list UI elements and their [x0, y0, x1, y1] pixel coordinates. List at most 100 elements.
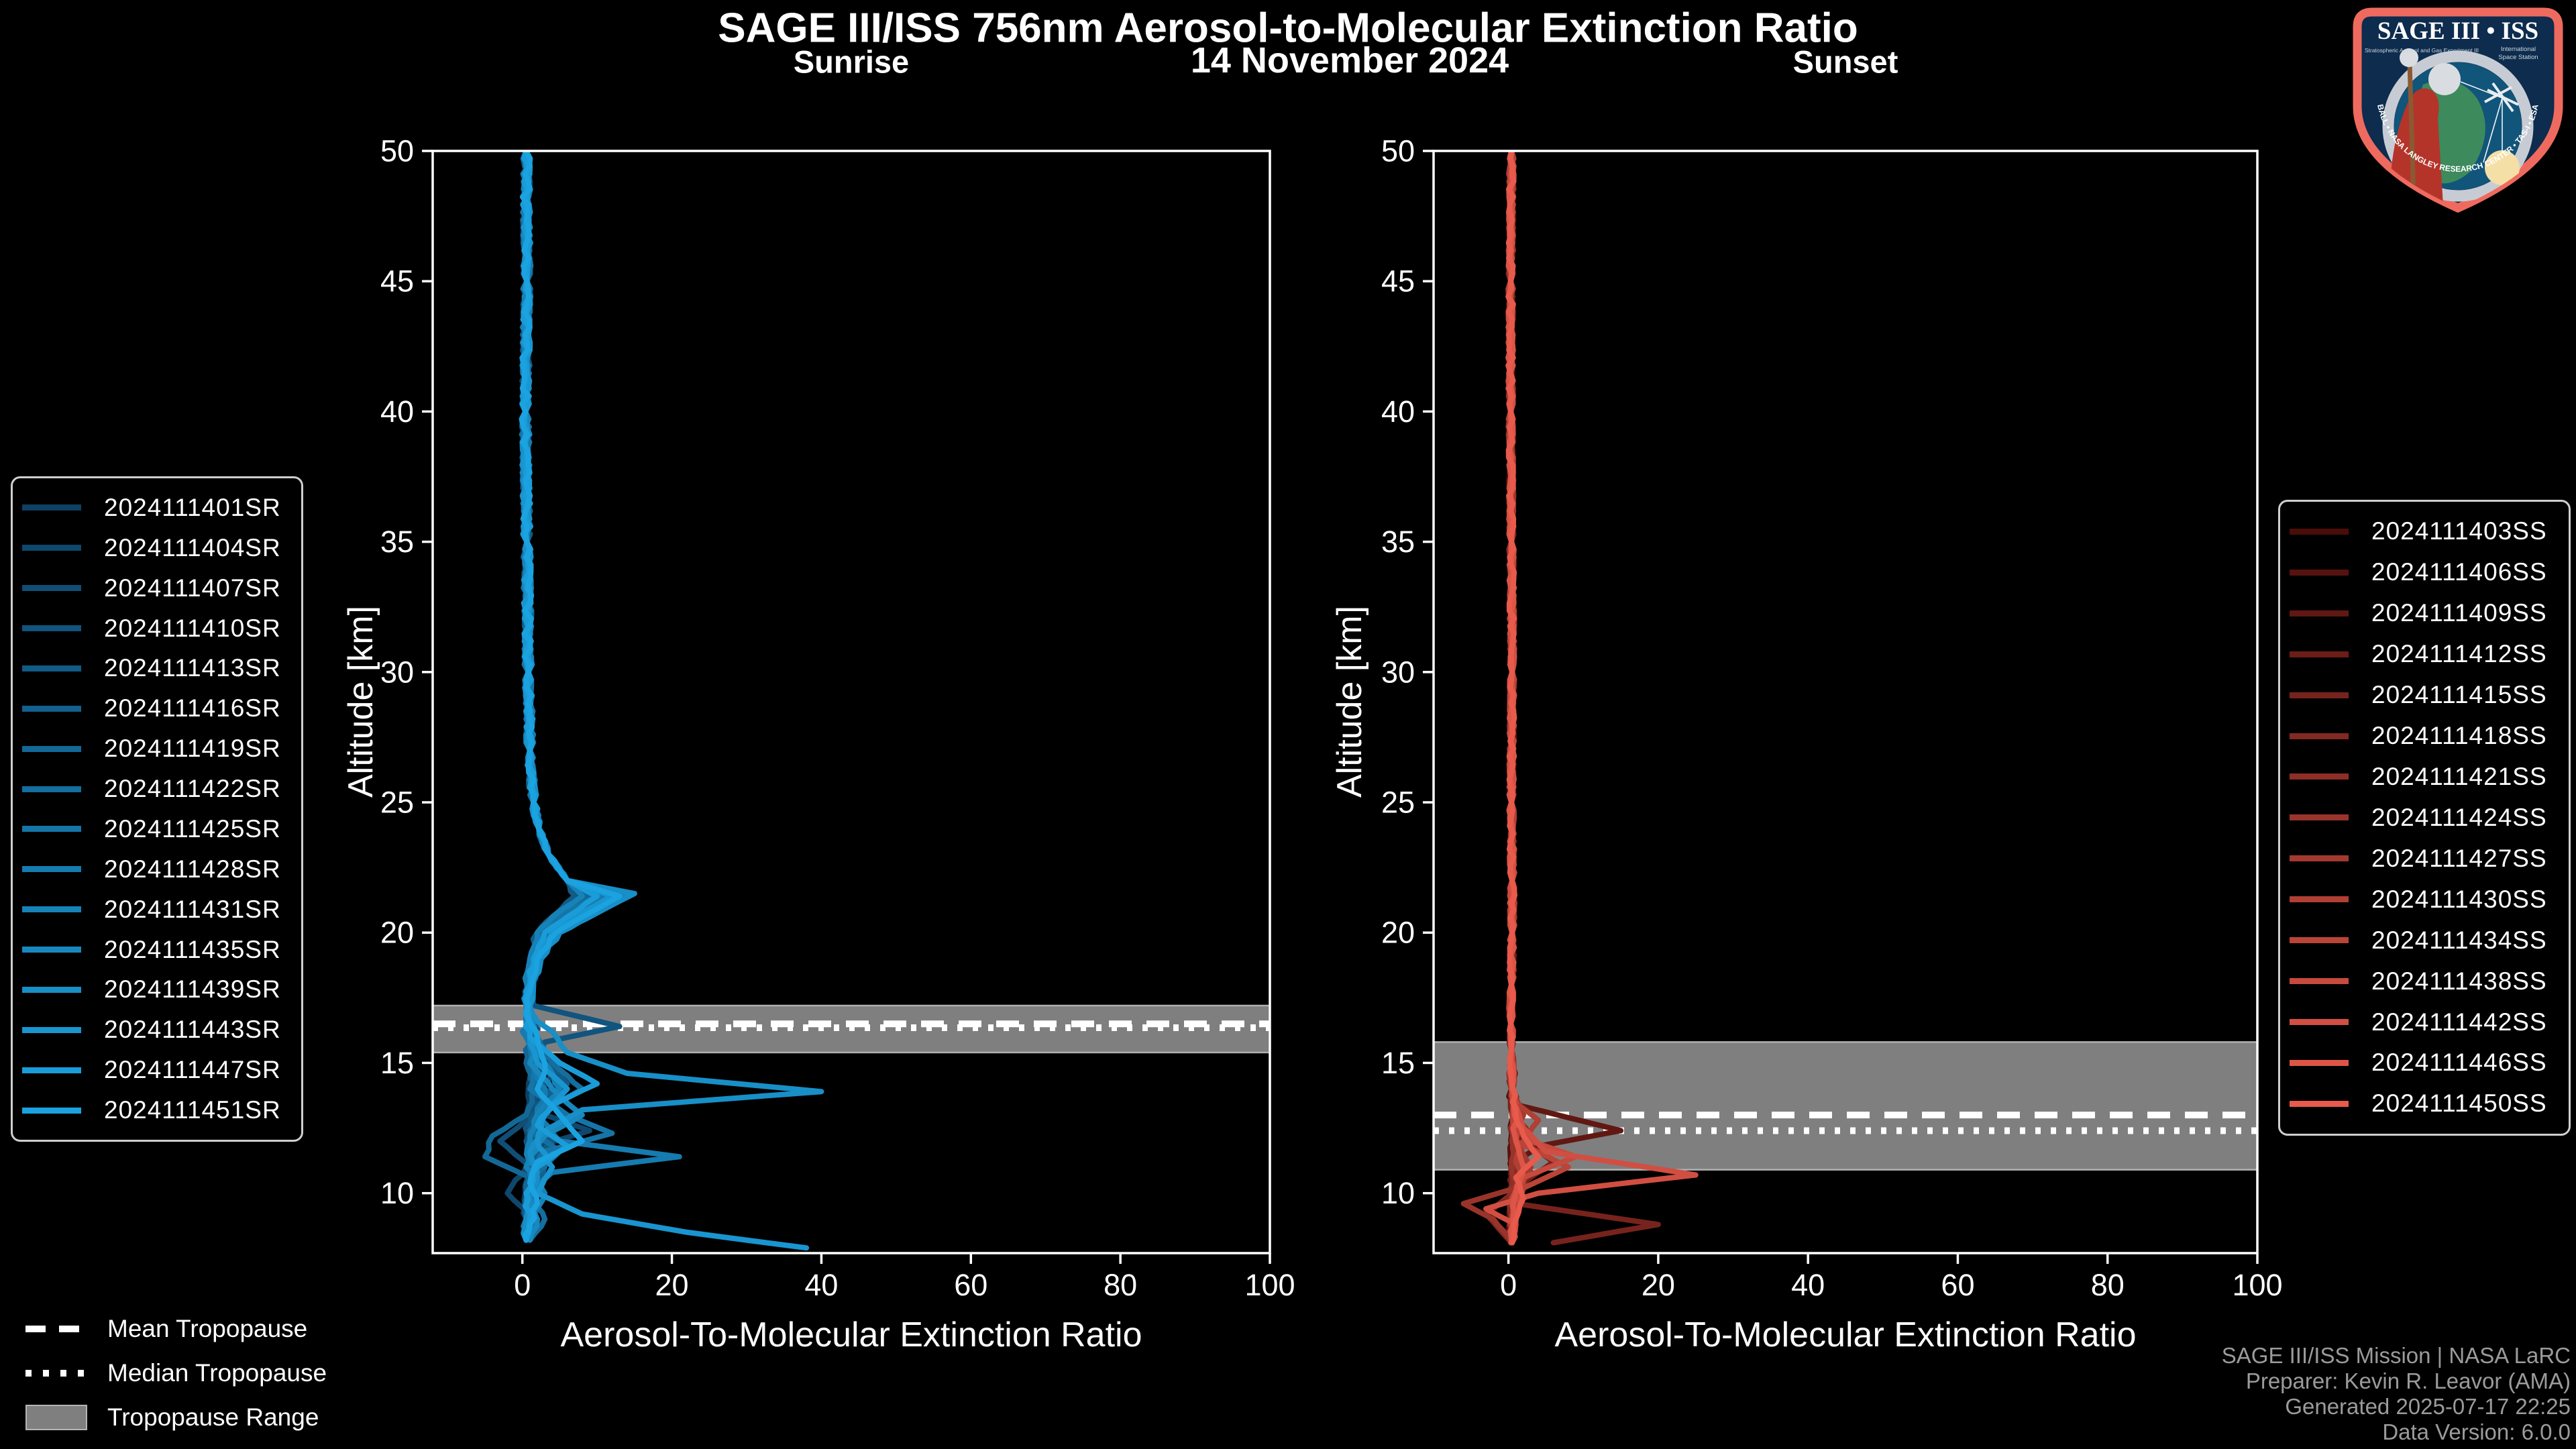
tropopause-legend-label: Tropopause Range — [107, 1403, 319, 1431]
y-tick-label: 45 — [1381, 264, 1415, 299]
x-axis-label-sunset: Aerosol-To-Molecular Extinction Ratio — [1554, 1316, 2137, 1354]
legend-label: 2024111451SR — [104, 1096, 281, 1124]
tropopause-legend: Mean Tropopause Median Tropopause Tropopau… — [25, 1307, 327, 1440]
y-tick-label: 30 — [1381, 655, 1415, 689]
legend-line-sample — [22, 947, 81, 953]
legend-label: 2024111421SS — [2371, 762, 2547, 790]
legend-line-sample — [2290, 896, 2349, 903]
logo-staff — [2407, 62, 2416, 199]
legend-line-sample — [2290, 1019, 2349, 1026]
logo-subtitle-left: Stratospheric Aerosol and Gas Experiment… — [2365, 47, 2479, 54]
legend-item: 2024111439SR — [22, 970, 301, 1009]
legend-label: 2024111434SS — [2371, 926, 2547, 954]
legend-sunset: 2024111403SS 2024111406SS 2024111409SS 2024… — [2278, 500, 2571, 1136]
y-tick-label: 40 — [1381, 394, 1415, 429]
legend-label: 2024111415SS — [2371, 681, 2547, 709]
sage-iss-logo: SAGE III • ISS Stratospheric Aerosol and… — [2353, 7, 2563, 213]
legend-label: 2024111401SR — [104, 493, 281, 521]
plot-area-sunset — [1434, 151, 2257, 1246]
legend-line-sample — [2290, 733, 2349, 739]
legend-label: 2024111447SR — [104, 1056, 281, 1084]
legend-item: 2024111434SS — [2290, 921, 2569, 960]
legend-label: 2024111413SR — [104, 654, 281, 682]
footer-credits: SAGE III/ISS Mission | NASA LaRC Preparer… — [2222, 1343, 2571, 1445]
y-tick-label: 30 — [380, 655, 414, 689]
x-tick-label: 40 — [1791, 1268, 1825, 1302]
legend-label: 2024111416SR — [104, 694, 281, 722]
legend-line-sample — [22, 826, 81, 833]
logo-subtitle-right1: International — [2501, 46, 2536, 53]
legend-line-sample — [22, 545, 81, 551]
page-title: SAGE III/ISS 756nm Aerosol-to-Molecular … — [718, 5, 1858, 52]
legend-line-sample — [22, 504, 81, 511]
legend-item: 2024111407SR — [22, 569, 301, 608]
legend-line-sample — [2290, 569, 2349, 576]
legend-line-sample — [22, 705, 81, 712]
footer-line: SAGE III/ISS Mission | NASA LaRC — [2221, 1343, 2571, 1368]
y-tick-label: 10 — [380, 1176, 414, 1210]
y-tick-label: 45 — [380, 264, 414, 299]
x-tick-label: 80 — [2091, 1268, 2125, 1302]
dash-swatch-icon — [25, 1316, 87, 1342]
legend-item: 2024111431SR — [22, 890, 301, 929]
legend-label: 2024111422SR — [104, 775, 281, 803]
y-tick-label: 50 — [380, 134, 414, 168]
tropopause-range-band — [1434, 1041, 2257, 1171]
legend-line-sample — [22, 625, 81, 632]
legend-label: 2024111424SS — [2371, 803, 2547, 831]
x-tick-label: 60 — [1941, 1268, 1974, 1302]
legend-line-sample — [2290, 814, 2349, 821]
legend-item: 2024111450SS — [2290, 1084, 2569, 1123]
legend-item: 2024111404SR — [22, 529, 301, 568]
logo-beams — [2460, 81, 2503, 163]
y-axis-label-sunset: Altitude [km] — [1330, 605, 1369, 798]
legend-label: 2024111412SS — [2371, 640, 2547, 668]
legend-line-sample — [22, 1107, 81, 1114]
legend-item: 2024111443SR — [22, 1010, 301, 1049]
legend-item: 2024111418SS — [2290, 716, 2569, 755]
y-tick-label: 15 — [380, 1046, 414, 1080]
y-tick-label: 50 — [1381, 134, 1415, 168]
footer-line: Generated 2025-07-17 22:25 — [2285, 1394, 2571, 1419]
legend-item: 2024111438SS — [2290, 962, 2569, 1001]
footer-line: Data Version: 6.0.0 — [2382, 1419, 2571, 1444]
legend-line-sample — [22, 745, 81, 752]
legend-label: 2024111404SR — [104, 533, 281, 561]
y-tick-label: 20 — [380, 916, 414, 950]
legend-item: 2024111427SS — [2290, 839, 2569, 878]
legend-line-sample — [22, 1026, 81, 1033]
logo-sun — [2485, 150, 2520, 185]
legend-label: 2024111438SS — [2371, 967, 2547, 995]
x-tick-label: 100 — [1244, 1268, 1295, 1302]
axes-frame — [431, 150, 1271, 1254]
x-tick-label: 20 — [1642, 1268, 1675, 1302]
tropopause-legend-item: Tropopause Range — [25, 1395, 327, 1440]
y-tick-label: 15 — [1381, 1046, 1415, 1080]
legend-item: 2024111406SS — [2290, 553, 2569, 592]
legend-label: 2024111425SR — [104, 814, 281, 843]
y-tick-label: 25 — [380, 786, 414, 820]
legend-label: 2024111446SS — [2371, 1049, 2547, 1077]
legend-label: 2024111427SS — [2371, 844, 2547, 872]
profile-line — [1505, 151, 1542, 1246]
legend-line-sample — [22, 1067, 81, 1073]
legend-label: 2024111435SR — [104, 935, 281, 963]
logo-title: SAGE III • ISS — [2377, 17, 2538, 45]
legend-item: 2024111428SR — [22, 850, 301, 889]
y-tick-label: 40 — [380, 394, 414, 429]
dot-swatch-icon — [25, 1360, 87, 1387]
logo-staff-orb — [2400, 48, 2418, 67]
legend-item: 2024111401SR — [22, 488, 301, 527]
legend-line-sample — [22, 665, 81, 672]
legend-label: 2024111409SS — [2371, 599, 2547, 627]
legend-label: 2024111406SS — [2371, 558, 2547, 586]
profile-line — [519, 151, 810, 1251]
legend-line-sample — [2290, 528, 2349, 535]
logo-moon — [2428, 63, 2461, 95]
legend-label: 2024111442SS — [2371, 1008, 2547, 1036]
x-tick-label: 60 — [954, 1268, 987, 1302]
legend-line-sample — [22, 906, 81, 913]
logo-figure — [2390, 88, 2443, 205]
legend-label: 2024111410SR — [104, 614, 281, 642]
